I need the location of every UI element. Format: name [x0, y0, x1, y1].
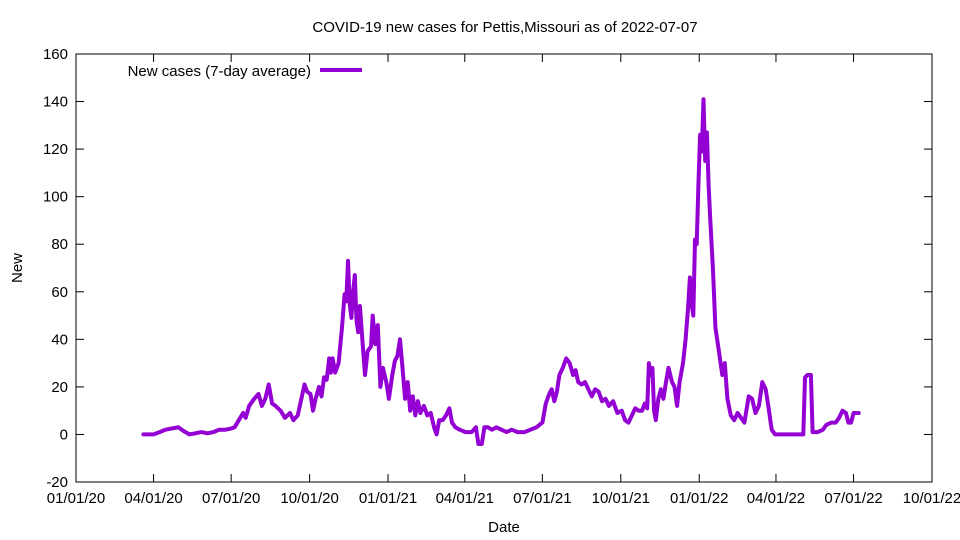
y-tick-label: 160	[43, 46, 68, 63]
x-tick-label: 04/01/21	[436, 490, 494, 507]
plot-frame	[75, 53, 933, 483]
series-line	[141, 97, 861, 446]
x-tick-label: 07/01/22	[824, 490, 882, 507]
x-tick-label: 07/01/21	[513, 490, 571, 507]
legend-label: New cases (7-day average)	[128, 63, 311, 80]
x-tick-label: 04/01/20	[124, 490, 182, 507]
x-tick-label: 07/01/20	[202, 490, 260, 507]
x-axis: 01/01/20 04/01/20 07/01/20 10/01/20 01/01/21…	[47, 54, 960, 507]
y-tick-label: 120	[43, 141, 68, 158]
chart-title: COVID-19 new cases for Pettis,Missouri a…	[312, 19, 697, 36]
x-tick-label: 01/01/22	[670, 490, 728, 507]
y-axis: -20 0 20 40 60 80 100 120 140 160	[43, 46, 932, 491]
series-layer	[141, 97, 861, 446]
y-tick-label: 0	[60, 426, 68, 443]
y-tick-label: 60	[51, 284, 68, 301]
x-tick-label: 10/01/20	[280, 490, 338, 507]
y-tick-label: 20	[51, 379, 68, 396]
legend: New cases (7-day average)	[128, 63, 362, 80]
x-tick-label: 01/01/21	[359, 490, 417, 507]
x-tick-label: 04/01/22	[747, 490, 805, 507]
y-tick-label: 140	[43, 94, 68, 111]
y-tick-label: 100	[43, 189, 68, 206]
x-tick-label: 10/01/21	[592, 490, 650, 507]
x-tick-label: 10/01/22	[903, 490, 960, 507]
x-axis-label: Date	[488, 519, 520, 536]
y-tick-label: -20	[46, 474, 68, 491]
y-tick-label: 40	[51, 331, 68, 348]
y-axis-label: New	[9, 253, 26, 283]
x-tick-label: 01/01/20	[47, 490, 105, 507]
y-tick-label: 80	[51, 236, 68, 253]
